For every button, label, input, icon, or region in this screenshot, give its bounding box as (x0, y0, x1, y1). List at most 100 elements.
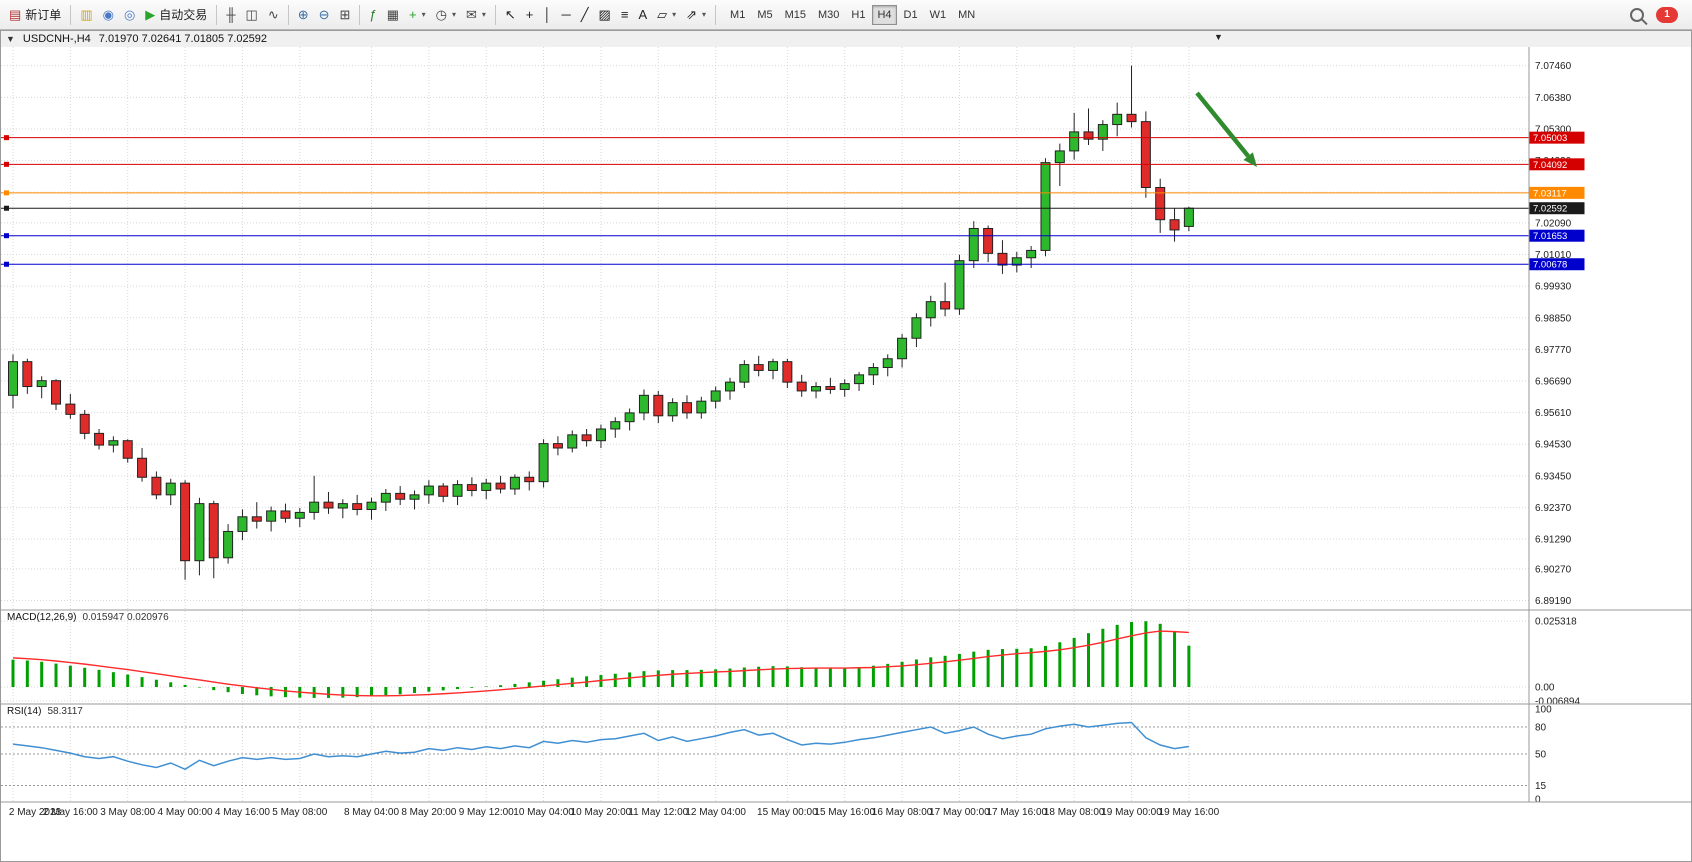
crosshair-tool-button[interactable]: + (521, 3, 539, 27)
chart-background (1, 47, 1691, 861)
svg-text:4 May 00:00: 4 May 00:00 (158, 807, 213, 818)
bar-chart-button[interactable]: ╫ (221, 3, 240, 27)
macd-indicator-label: MACD(12,26,9) 0.015947 0.020976 (7, 612, 169, 623)
new-order-button[interactable]: ▤ 新订单 (4, 3, 66, 27)
svg-text:6.90270: 6.90270 (1535, 564, 1572, 575)
chart-titlebar: ▼ USDCNH-,H4 7.01970 7.02641 7.01805 7.0… (1, 31, 1691, 48)
chart-window: ▼ USDCNH-,H4 7.01970 7.02641 7.01805 7.0… (0, 30, 1692, 862)
timeframe-d1[interactable]: D1 (899, 5, 923, 25)
dropdown-arrow-icon: ▾ (421, 10, 426, 19)
indicators-icon: ƒ (369, 7, 377, 22)
auto-trading-button[interactable]: ▶ 自动交易 (140, 3, 212, 27)
svg-text:6.98850: 6.98850 (1535, 313, 1572, 324)
svg-text:2 May 2023: 2 May 2023 (9, 807, 62, 818)
svg-text:15 May 16:00: 15 May 16:00 (814, 807, 875, 818)
text-tool-icon: A (638, 7, 648, 22)
tile-windows-icon: ⊞ (339, 7, 351, 22)
indicators-button[interactable]: ƒ (364, 3, 381, 27)
svg-text:6.96690: 6.96690 (1535, 376, 1572, 387)
timeframe-m15[interactable]: M15 (780, 5, 811, 25)
zoom-out-button[interactable]: ⊖ (314, 3, 335, 27)
svg-text:11 May 12:00: 11 May 12:00 (628, 807, 688, 818)
svg-text:80: 80 (1535, 723, 1547, 734)
trendline-tool-icon: ╱ (580, 7, 589, 22)
vertical-line-tool-icon: │ (543, 7, 552, 22)
notification-badge[interactable]: 1 (1656, 6, 1678, 23)
candlestick-chart-button[interactable]: ◫ (241, 3, 263, 27)
text-tool-button[interactable]: A (633, 3, 652, 27)
templates-icon: ▦ (386, 7, 399, 22)
profile-button[interactable]: ◉ (98, 3, 119, 27)
svg-text:4 May 16:00: 4 May 16:00 (215, 807, 270, 818)
new-order-icon: ▤ (9, 7, 22, 22)
arrows-tool-button[interactable]: ⇗ ▾ (681, 3, 711, 27)
dropdown-arrow-icon: ▾ (702, 10, 707, 19)
timeframe-h1[interactable]: H1 (846, 5, 870, 25)
timeframe-h4[interactable]: H4 (872, 4, 897, 25)
periods-icon: ◷ (435, 7, 447, 22)
timeframe-m5[interactable]: M5 (752, 5, 777, 25)
line-chart-button[interactable]: ∿ (263, 3, 284, 27)
fibonacci-tool-icon: ≡ (620, 7, 629, 22)
toolbar-separator (70, 4, 72, 25)
svg-text:8 May 20:00: 8 May 20:00 (401, 807, 456, 818)
dropdown-arrow-icon: ▾ (672, 10, 677, 19)
profile-icon: ◉ (102, 7, 114, 22)
tile-windows-button[interactable]: ⊞ (335, 3, 356, 27)
toolbar-separator (287, 4, 289, 25)
channel-tool-button[interactable]: ▨ (594, 3, 616, 27)
svg-text:6.94530: 6.94530 (1535, 440, 1572, 451)
pane-separators[interactable] (1, 47, 1691, 803)
price-axis: 7.074607.063807.053007.042207.031407.020… (1529, 61, 1585, 607)
svg-text:16 May 08:00: 16 May 08:00 (872, 807, 933, 818)
auto-trading-button-label: 自动交易 (159, 8, 208, 22)
search-icon[interactable] (1630, 7, 1644, 22)
scroll-to-end-icon[interactable]: ▼ (1214, 32, 1223, 42)
svg-text:2 May 16:00: 2 May 16:00 (43, 807, 98, 818)
svg-text:6.95610: 6.95610 (1535, 408, 1572, 419)
svg-text:19 May 16:00: 19 May 16:00 (1159, 807, 1220, 818)
vertical-line-tool-button[interactable]: │ (538, 3, 556, 27)
svg-text:6.93450: 6.93450 (1535, 471, 1572, 482)
arrow-annotation[interactable] (1195, 91, 1257, 167)
svg-text:7.04092: 7.04092 (1533, 160, 1567, 171)
arrows-tool-icon: ⇗ (686, 7, 698, 22)
chart-canvas[interactable]: 7.074607.063807.053007.042207.031407.020… (1, 47, 1691, 861)
toolbar-separator (715, 4, 717, 25)
alerts-icon: ✉ (465, 7, 477, 22)
chart-symbol-period: USDCNH-,H4 (22, 33, 91, 45)
svg-text:0.00: 0.00 (1535, 683, 1555, 694)
periods-button[interactable]: ◷ ▾ (431, 3, 461, 27)
svg-text:8 May 04:00: 8 May 04:00 (344, 807, 399, 818)
svg-text:0.025318: 0.025318 (1535, 617, 1577, 628)
timeframe-mn[interactable]: MN (953, 5, 980, 25)
chart-menu-icon[interactable]: ▼ (6, 34, 15, 44)
toolbar-separator (359, 4, 361, 25)
timeframe-m1[interactable]: M1 (725, 5, 750, 25)
svg-text:17 May 00:00: 17 May 00:00 (929, 807, 990, 818)
shapes-tool-icon: ▱ (657, 7, 668, 22)
market-watch-button[interactable]: ▥ (75, 3, 97, 27)
svg-text:7.01010: 7.01010 (1535, 250, 1572, 261)
templates-button[interactable]: ▦ (382, 3, 404, 27)
zoom-in-button[interactable]: ⊕ (293, 3, 314, 27)
svg-text:6.97770: 6.97770 (1535, 345, 1572, 356)
cursor-tool-button[interactable]: ↖ (500, 3, 521, 27)
macd-pane: 0.025318 0.00 -0.006894 (11, 617, 1580, 708)
cursor-tool-icon: ↖ (504, 7, 516, 22)
svg-text:18 May 08:00: 18 May 08:00 (1044, 807, 1105, 818)
fibonacci-tool-button[interactable]: ≡ (616, 3, 634, 27)
timeframe-m30[interactable]: M30 (813, 5, 844, 25)
toolbar: ▤ 新订单 ▥ ◉ ◎ ▶ 自动交易 ╫ ◫ ∿ ⊕ ⊖ ⊞ ƒ ▦ + ▾ ◷ ▾ ✉ ▾ ↖ + │ ─ ╱ ▨ ≡ A ▱ ▾ ⇗ ▾ M… (0, 0, 1692, 30)
svg-text:9 May 12:00: 9 May 12:00 (459, 807, 514, 818)
auto-trading-icon: ▶ (145, 7, 156, 22)
support-button[interactable]: ◎ (119, 3, 140, 27)
alerts-button[interactable]: ✉ ▾ (461, 3, 491, 27)
new-chart-button[interactable]: + ▾ (404, 3, 431, 27)
shapes-tool-button[interactable]: ▱ ▾ (652, 3, 681, 27)
trendline-tool-button[interactable]: ╱ (576, 3, 594, 27)
toolbar-separator (216, 4, 218, 25)
svg-text:15: 15 (1535, 781, 1547, 792)
horizontal-line-tool-button[interactable]: ─ (557, 3, 576, 27)
timeframe-w1[interactable]: W1 (925, 5, 952, 25)
